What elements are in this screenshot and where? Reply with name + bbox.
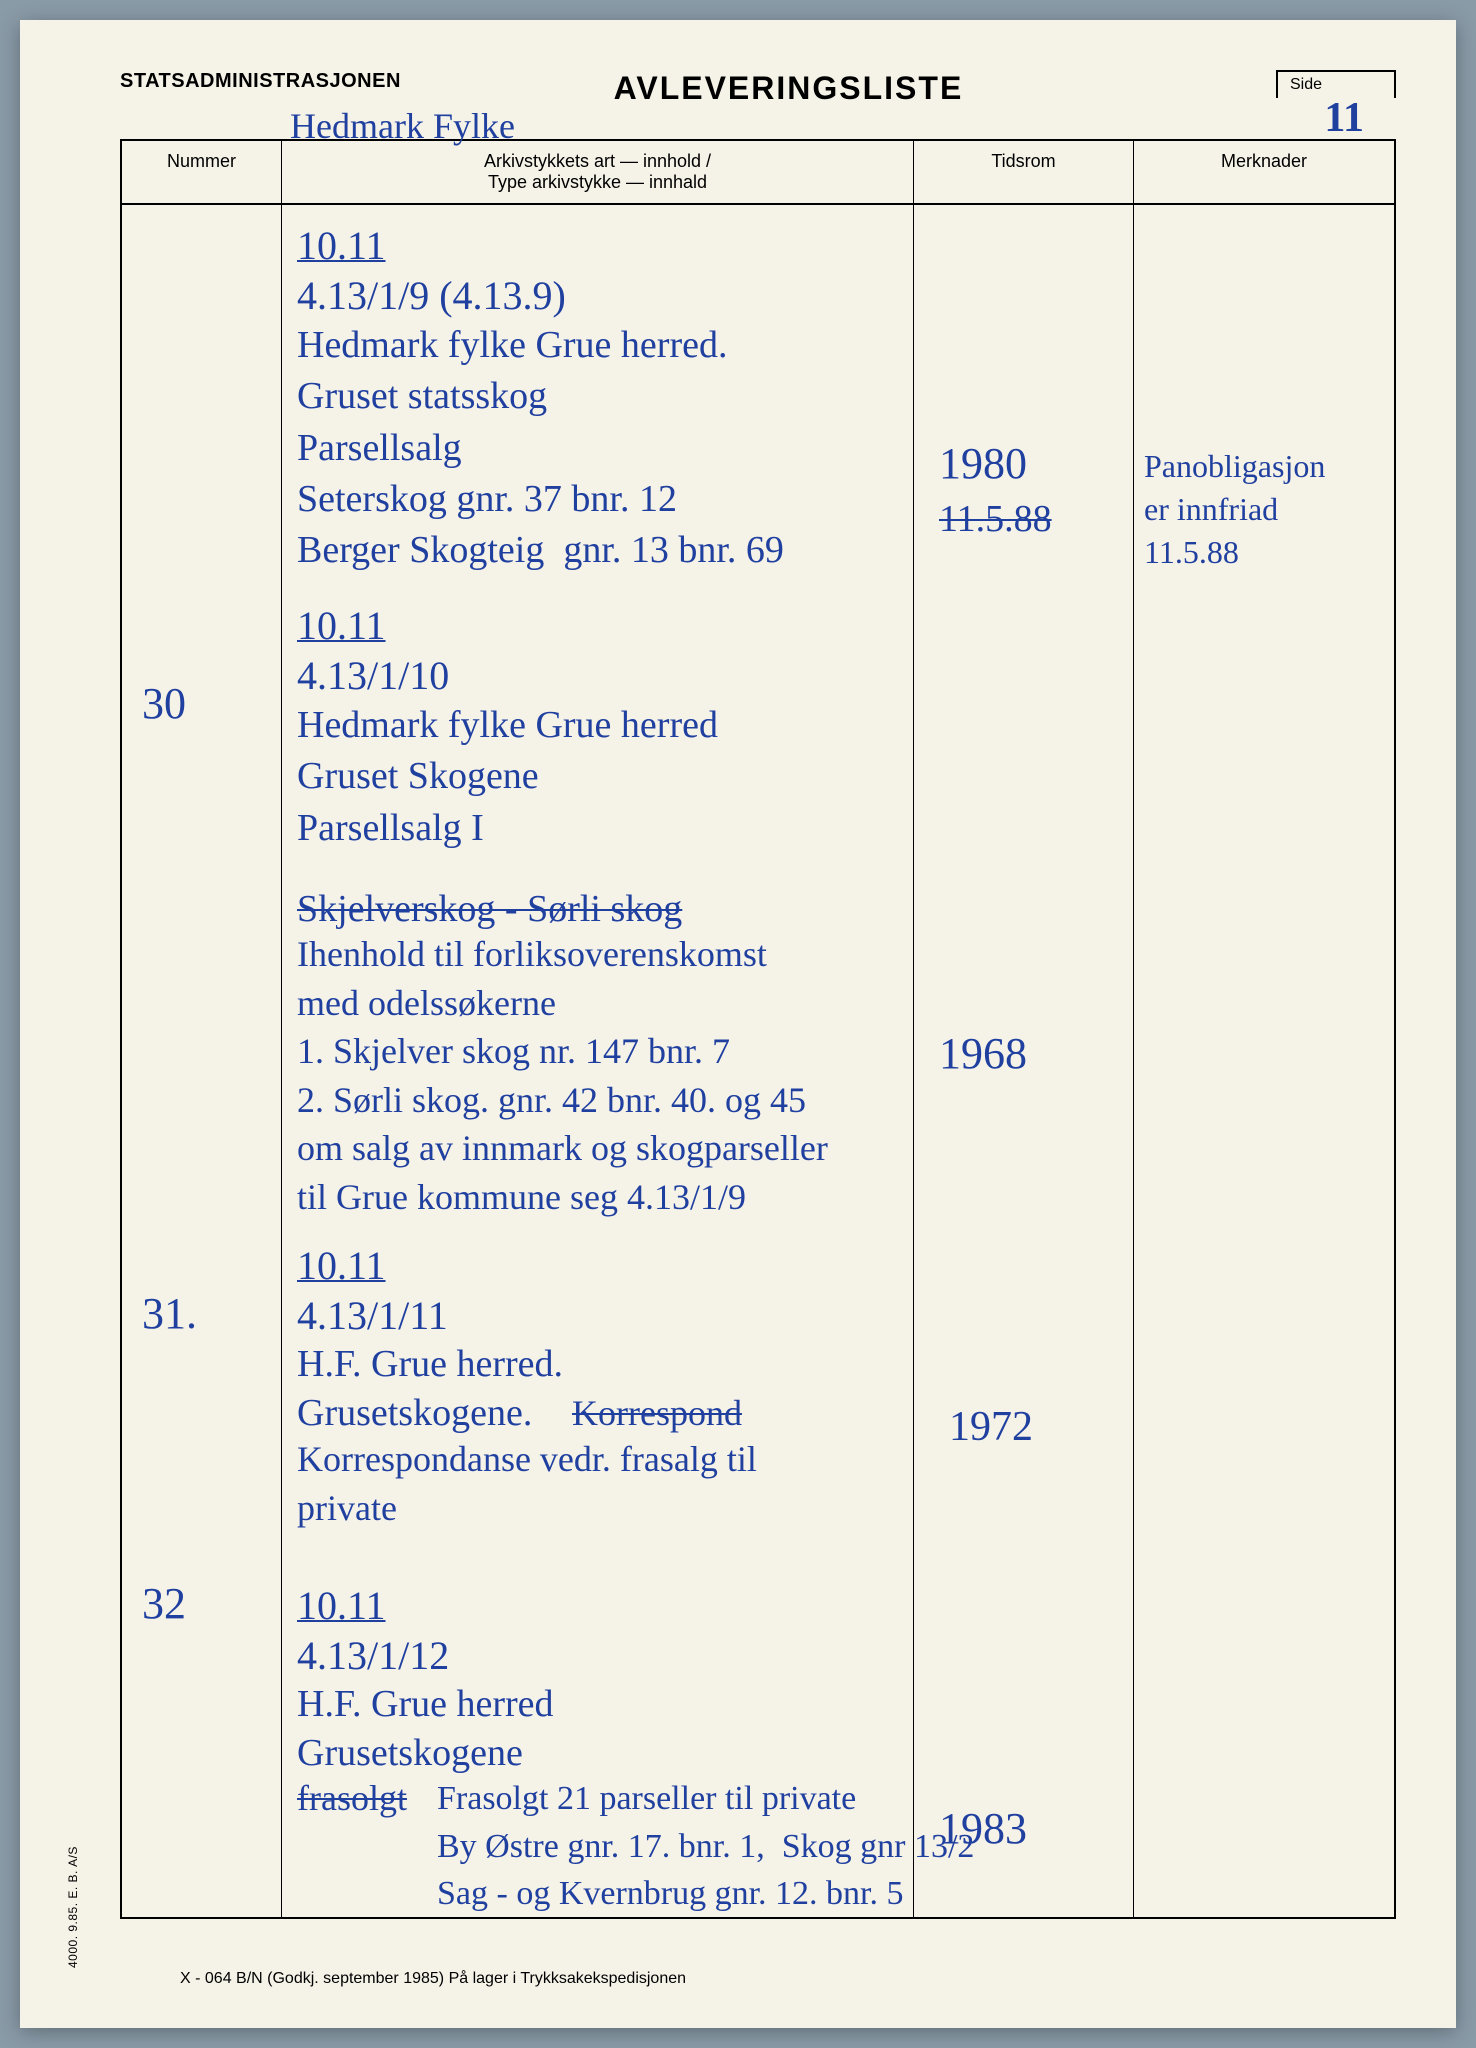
entry-ref: 4.13/1/11 (297, 1290, 448, 1342)
document-page: STATSADMINISTRASJONEN AVLEVERINGSLISTE S… (20, 20, 1456, 2028)
body-col-tidsrom: 1980 11.5.88 1968 1972 1983 (914, 205, 1134, 1917)
entry-lines: H.F. Grue herred. Grusetskogene. (297, 1340, 563, 1439)
tidsrom-value: 1972 (949, 1400, 1033, 1455)
entry-strike-inline: frasolgt (297, 1775, 407, 1822)
tidsrom-value: 1968 (939, 1025, 1027, 1082)
body-col-nummer: 30 31. 32 (122, 205, 282, 1917)
side-box: Side 11 (1276, 70, 1396, 98)
tidsrom-strike: 11.5.88 (939, 495, 1052, 544)
row-number: 31. (142, 1285, 197, 1342)
entry-lines: H.F. Grue herred Grusetskogene (297, 1680, 554, 1779)
form-table: Nummer Arkivstykkets art — innhold / Typ… (120, 139, 1396, 1919)
footer-bottom: X - 064 B/N (Godkj. september 1985) På l… (180, 1970, 686, 1988)
header-row: STATSADMINISTRASJONEN AVLEVERINGSLISTE S… (120, 70, 1396, 107)
tidsrom-year: 1980 (939, 435, 1027, 492)
entry-lines: Hedmark fylke Grue herred. Gruset statss… (297, 320, 784, 576)
page-title: AVLEVERINGSLISTE (614, 70, 964, 107)
col-header-art: Arkivstykkets art — innhold / Type arkiv… (282, 141, 914, 203)
entry-strike: Skjelverskog - Sørli skog (297, 885, 682, 934)
col-art-line1: Arkivstykkets art — innhold / (290, 151, 905, 172)
entry-ref-top: 10.11 (297, 1240, 386, 1292)
entry-ref-top: 10.11 (297, 220, 386, 272)
tidsrom-value: 1983 (939, 1800, 1027, 1857)
row-number: 32 (142, 1575, 186, 1632)
body-col-art: 10.11 4.13/1/9 (4.13.9) Hedmark fylke Gr… (282, 205, 914, 1917)
side-label: Side (1290, 76, 1322, 93)
org-label: STATSADMINISTRASJONEN (120, 70, 401, 93)
table-header: Nummer Arkivstykkets art — innhold / Typ… (122, 141, 1394, 205)
entry-lines: Korrespondanse vedr. frasalg til private (297, 1435, 757, 1532)
entry-lines: Ihenhold til forliksoverenskomst med ode… (297, 930, 828, 1222)
body-col-merknader: Panobligasjon er innfriad 11.5.88 (1134, 205, 1394, 1917)
side-number: 11 (1324, 94, 1364, 142)
entry-lines: Frasolgt 21 parseller til private By Øst… (437, 1775, 974, 1918)
row-number: 30 (142, 675, 186, 732)
merknad-text: Panobligasjon er innfriad 11.5.88 (1144, 445, 1325, 575)
entry-lines: Hedmark fylke Grue herred Gruset Skogene… (297, 700, 718, 854)
entry-strike-inline: Korrespond (572, 1390, 742, 1437)
col-header-tidsrom: Tidsrom (914, 141, 1134, 203)
entry-ref-text: 4.13/1/9 (4.13.9) (297, 273, 566, 318)
col-art-line2: Type arkivstykke — innhald (290, 172, 905, 193)
col-header-nummer: Nummer (122, 141, 282, 203)
entry-ref: 4.13/1/12 (297, 1630, 449, 1682)
entry-ref-top: 10.11 (297, 600, 386, 652)
col-header-merknader: Merknader (1134, 141, 1394, 203)
footer-left: 4000. 9.85. E. B. A/S (66, 1846, 80, 1968)
entry-ref: 4.13/1/10 (297, 650, 449, 702)
table-body: 30 31. 32 10.11 4.13/1/9 (4.13.9) Hedmar… (122, 205, 1394, 1917)
entry-ref-top: 10.11 (297, 1580, 386, 1632)
entry-ref: 4.13/1/9 (4.13.9) (297, 270, 566, 322)
